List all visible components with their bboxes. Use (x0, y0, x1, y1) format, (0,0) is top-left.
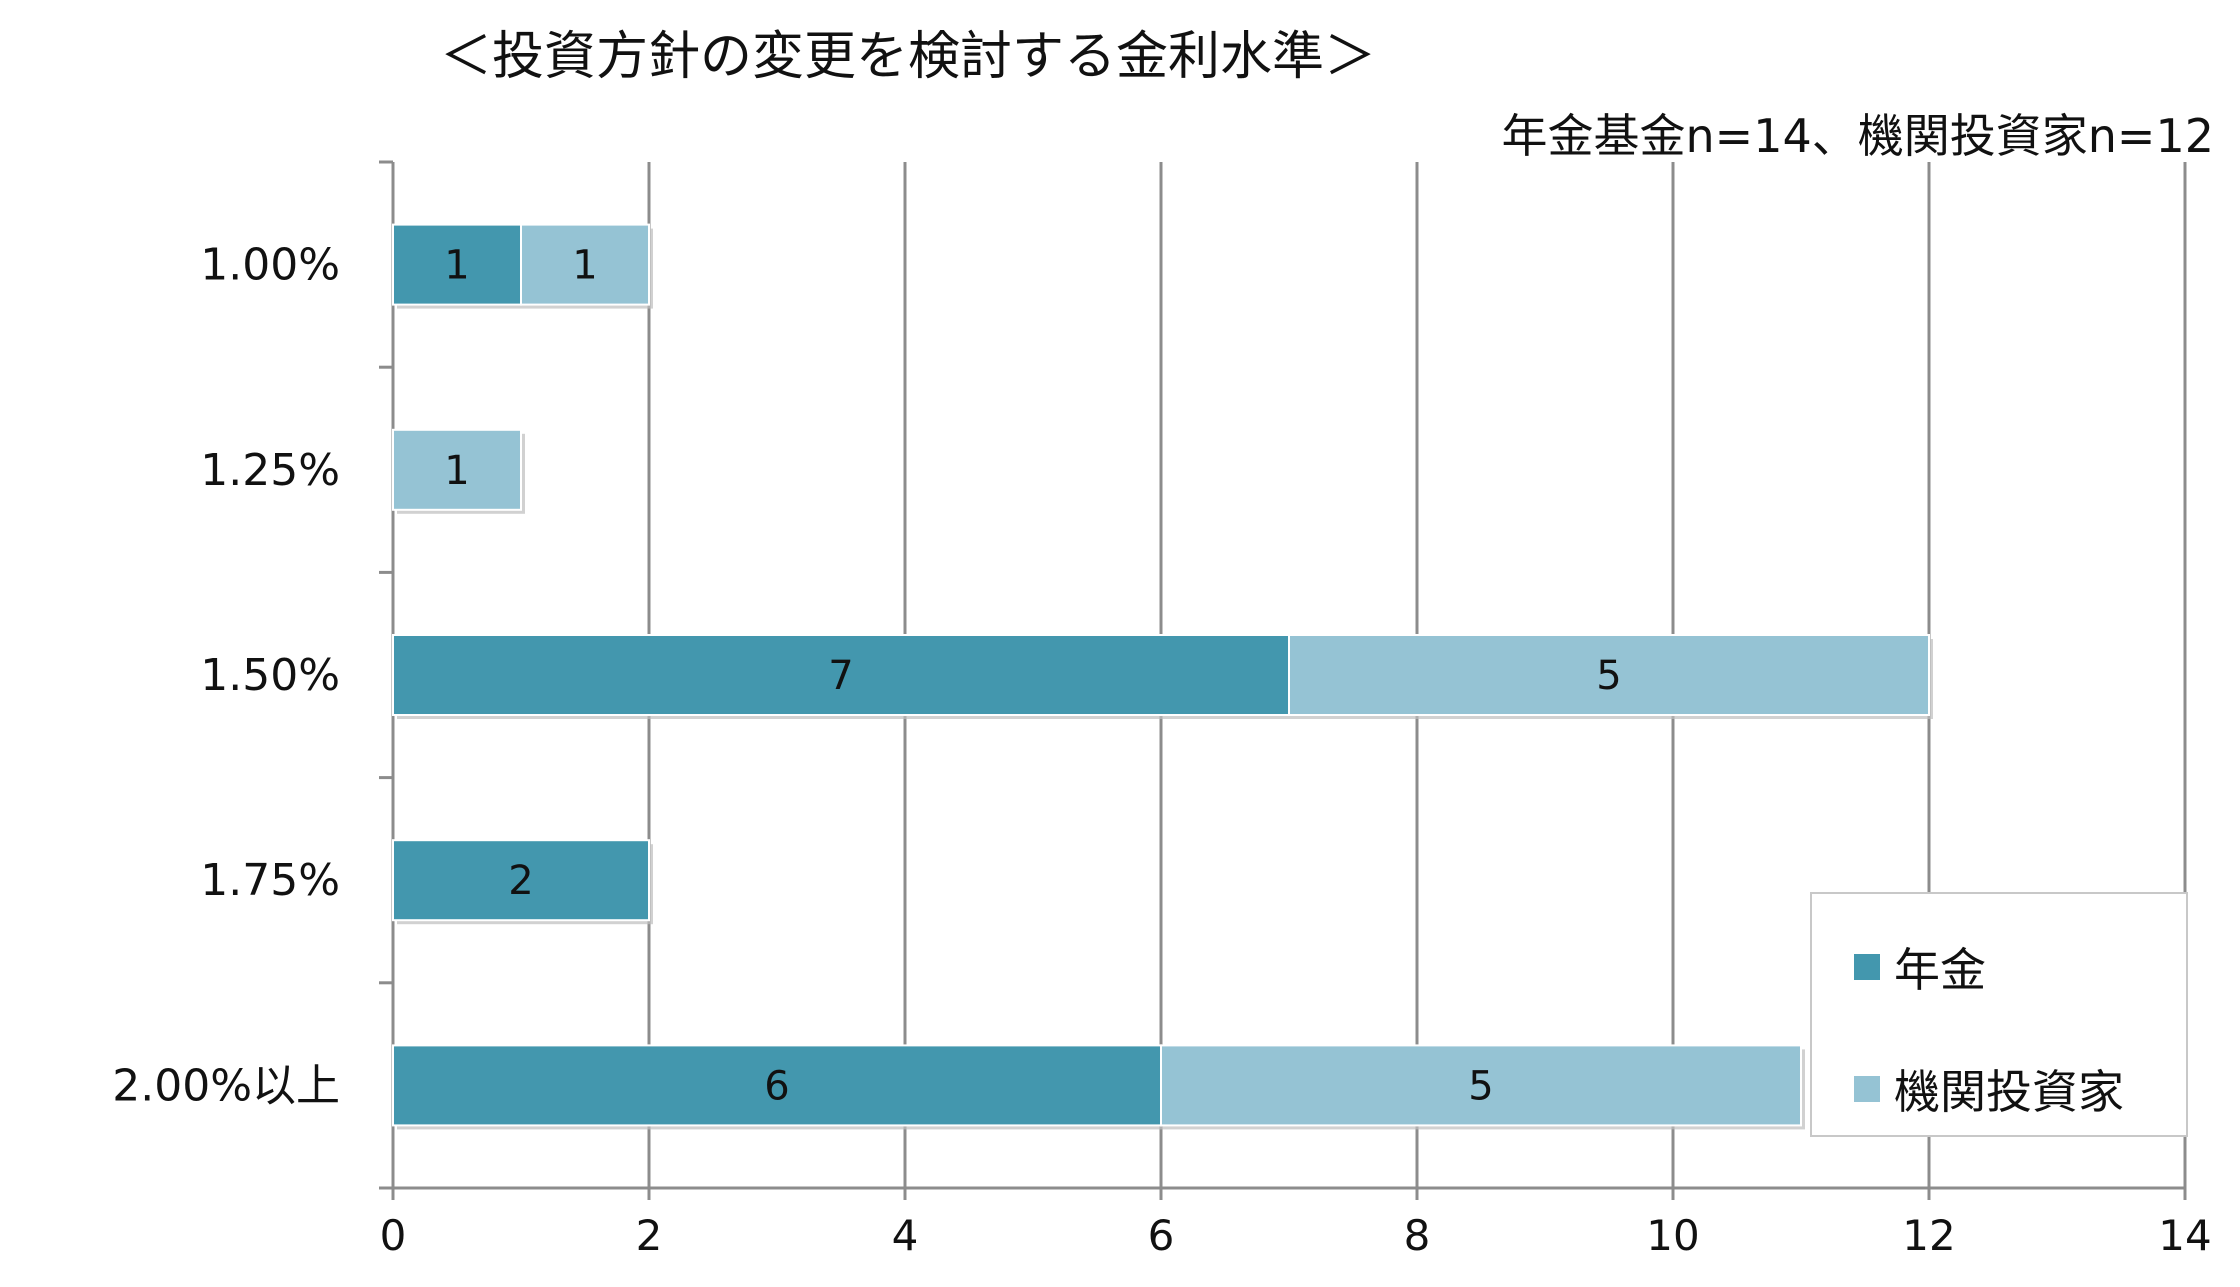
legend: 年金 機関投資家 (1810, 892, 2188, 1137)
bar-kikan (392, 428, 522, 511)
x-tick-label: 8 (1404, 1211, 1431, 1260)
x-tick-label: 12 (1902, 1211, 1955, 1260)
data-label: 6 (764, 1063, 789, 1109)
data-label: 1 (444, 243, 469, 289)
legend-item-kikan: 機関投資家 (1854, 1056, 2124, 1122)
legend-swatch-kikan (1854, 1076, 1880, 1102)
bar-nenkin (392, 634, 1290, 716)
x-tick-label: 6 (1148, 1211, 1175, 1260)
data-label: 5 (1468, 1063, 1493, 1109)
category-label: 1.50% (200, 650, 340, 701)
data-label: 2 (508, 858, 533, 904)
bar-kikan (1288, 634, 1930, 716)
data-label: 1 (444, 448, 469, 494)
bar-kikan (520, 223, 650, 306)
data-label: 5 (1596, 653, 1621, 699)
bar-kikan (1160, 1044, 1802, 1127)
legend-label-nenkin: 年金 (1894, 943, 1986, 997)
chart-subtitle: 年金基金n=14、機関投資家n=12 (1501, 109, 2214, 163)
x-tick-label: 4 (892, 1211, 919, 1260)
bars (392, 223, 1933, 1130)
category-label: 1.25% (200, 445, 340, 496)
x-tick-label: 0 (380, 1211, 407, 1260)
category-label: 2.00%以上 (112, 1060, 340, 1111)
bar-nenkin (392, 223, 522, 306)
x-tick-label: 14 (2158, 1211, 2211, 1260)
labels: 0 2 4 6 8 10 12 14 1.00% 1 1 1.25% 1 1.50% 7 5 1.75% 2 2.0… (112, 240, 2212, 1260)
data-label: 1 (572, 243, 597, 289)
legend-swatch-nenkin (1854, 954, 1880, 980)
legend-label-kikan: 機関投資家 (1894, 1065, 2124, 1119)
data-label: 7 (828, 653, 853, 699)
x-tick-label: 10 (1646, 1211, 1699, 1260)
bar-nenkin (392, 1044, 1162, 1127)
x-tick-label: 2 (636, 1211, 663, 1260)
chart-title: ＜投資方針の変更を検討する金利水準＞ (440, 27, 1377, 87)
bar-nenkin (392, 839, 650, 922)
legend-item-nenkin: 年金 (1854, 934, 1986, 1000)
category-label: 1.00% (200, 240, 340, 291)
category-label: 1.75% (200, 855, 340, 906)
